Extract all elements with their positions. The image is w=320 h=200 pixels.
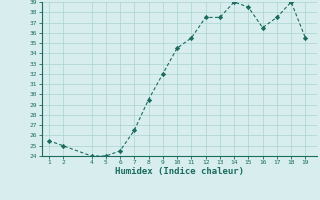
X-axis label: Humidex (Indice chaleur): Humidex (Indice chaleur) <box>115 167 244 176</box>
